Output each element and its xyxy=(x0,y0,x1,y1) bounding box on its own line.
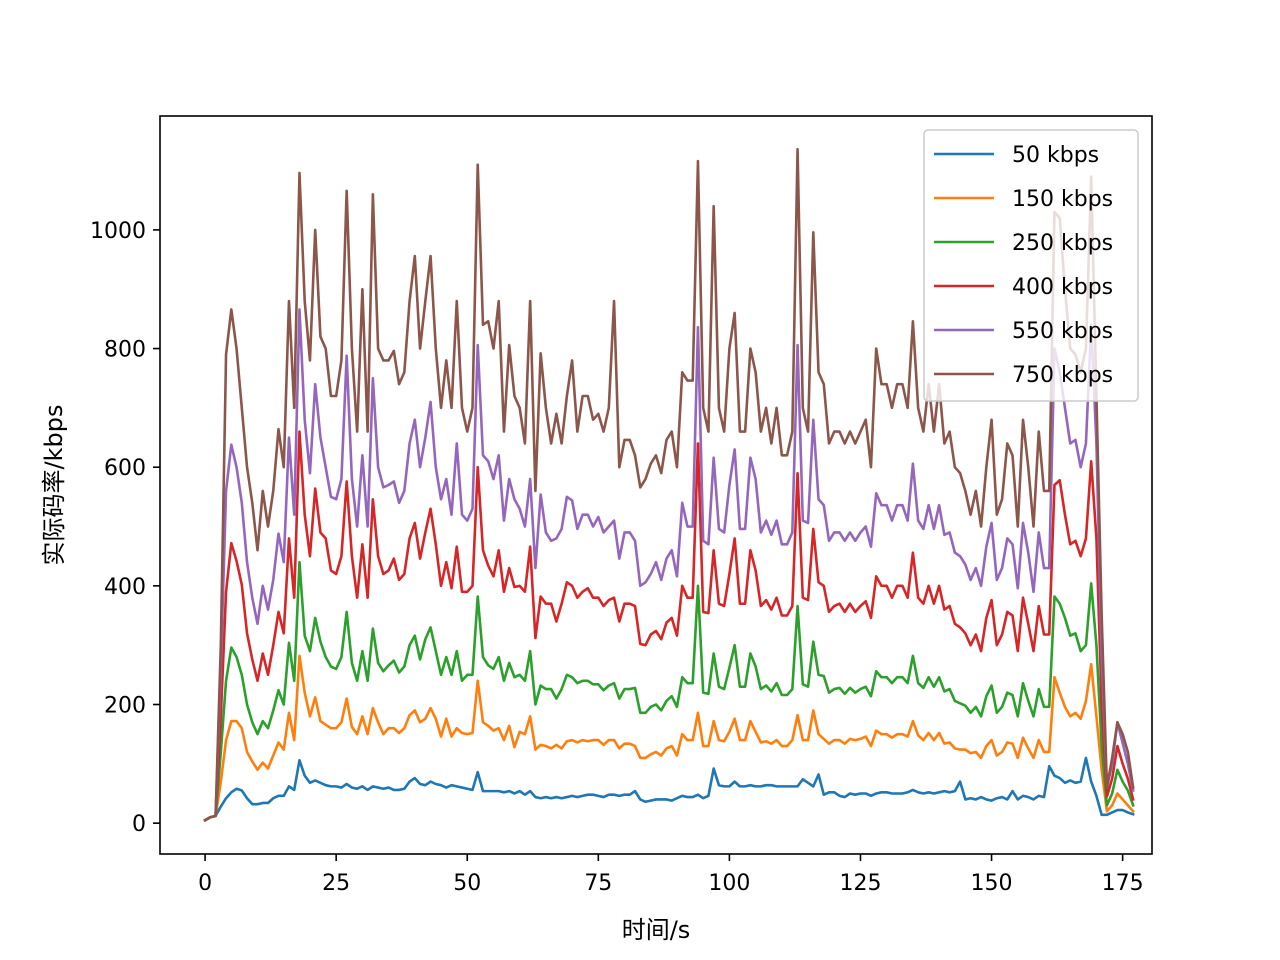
x-tick-label: 175 xyxy=(1102,871,1144,896)
legend-label: 550 kbps xyxy=(1012,319,1113,344)
legend-label: 50 kbps xyxy=(1012,143,1099,168)
x-tick-label: 0 xyxy=(198,871,212,896)
x-tick-label: 25 xyxy=(322,871,350,896)
legend-box xyxy=(923,129,1139,402)
x-axis: 0 25 50 75 100 125 150 175 xyxy=(198,854,1144,896)
x-axis-label: 时间/s xyxy=(622,916,691,944)
legend-label: 150 kbps xyxy=(1012,187,1113,212)
x-tick-label: 125 xyxy=(839,871,881,896)
plot-frame xyxy=(159,115,1153,855)
x-tick-label: 100 xyxy=(708,871,750,896)
series-line-1 xyxy=(203,756,1135,822)
y-tick-label: 1000 xyxy=(90,219,146,244)
series-line-6 xyxy=(203,147,1135,822)
y-axis: 0 200 400 600 800 1000 xyxy=(90,219,160,837)
legend-label: 750 kbps xyxy=(1012,363,1113,388)
x-tick-label: 150 xyxy=(971,871,1013,896)
series-line-2 xyxy=(203,654,1135,822)
y-axis-label: 实际码率/kbps xyxy=(40,405,68,566)
series-line-4 xyxy=(203,430,1135,822)
y-tick-label: 600 xyxy=(104,456,146,481)
y-tick-label: 400 xyxy=(104,575,146,600)
legend-label: 250 kbps xyxy=(1012,231,1113,256)
legend-label: 400 kbps xyxy=(1012,275,1113,300)
series-line-5 xyxy=(203,308,1135,822)
y-tick-label: 200 xyxy=(104,694,146,719)
y-tick-label: 0 xyxy=(132,812,146,837)
plot-lines xyxy=(203,147,1135,822)
x-tick-label: 50 xyxy=(453,871,481,896)
series-line-3 xyxy=(203,560,1135,822)
y-tick-label: 800 xyxy=(104,338,146,363)
legend: 50 kbps 150 kbps 250 kbps 400 kbps 550 kbps 7… xyxy=(923,129,1139,402)
x-tick-label: 75 xyxy=(584,871,612,896)
